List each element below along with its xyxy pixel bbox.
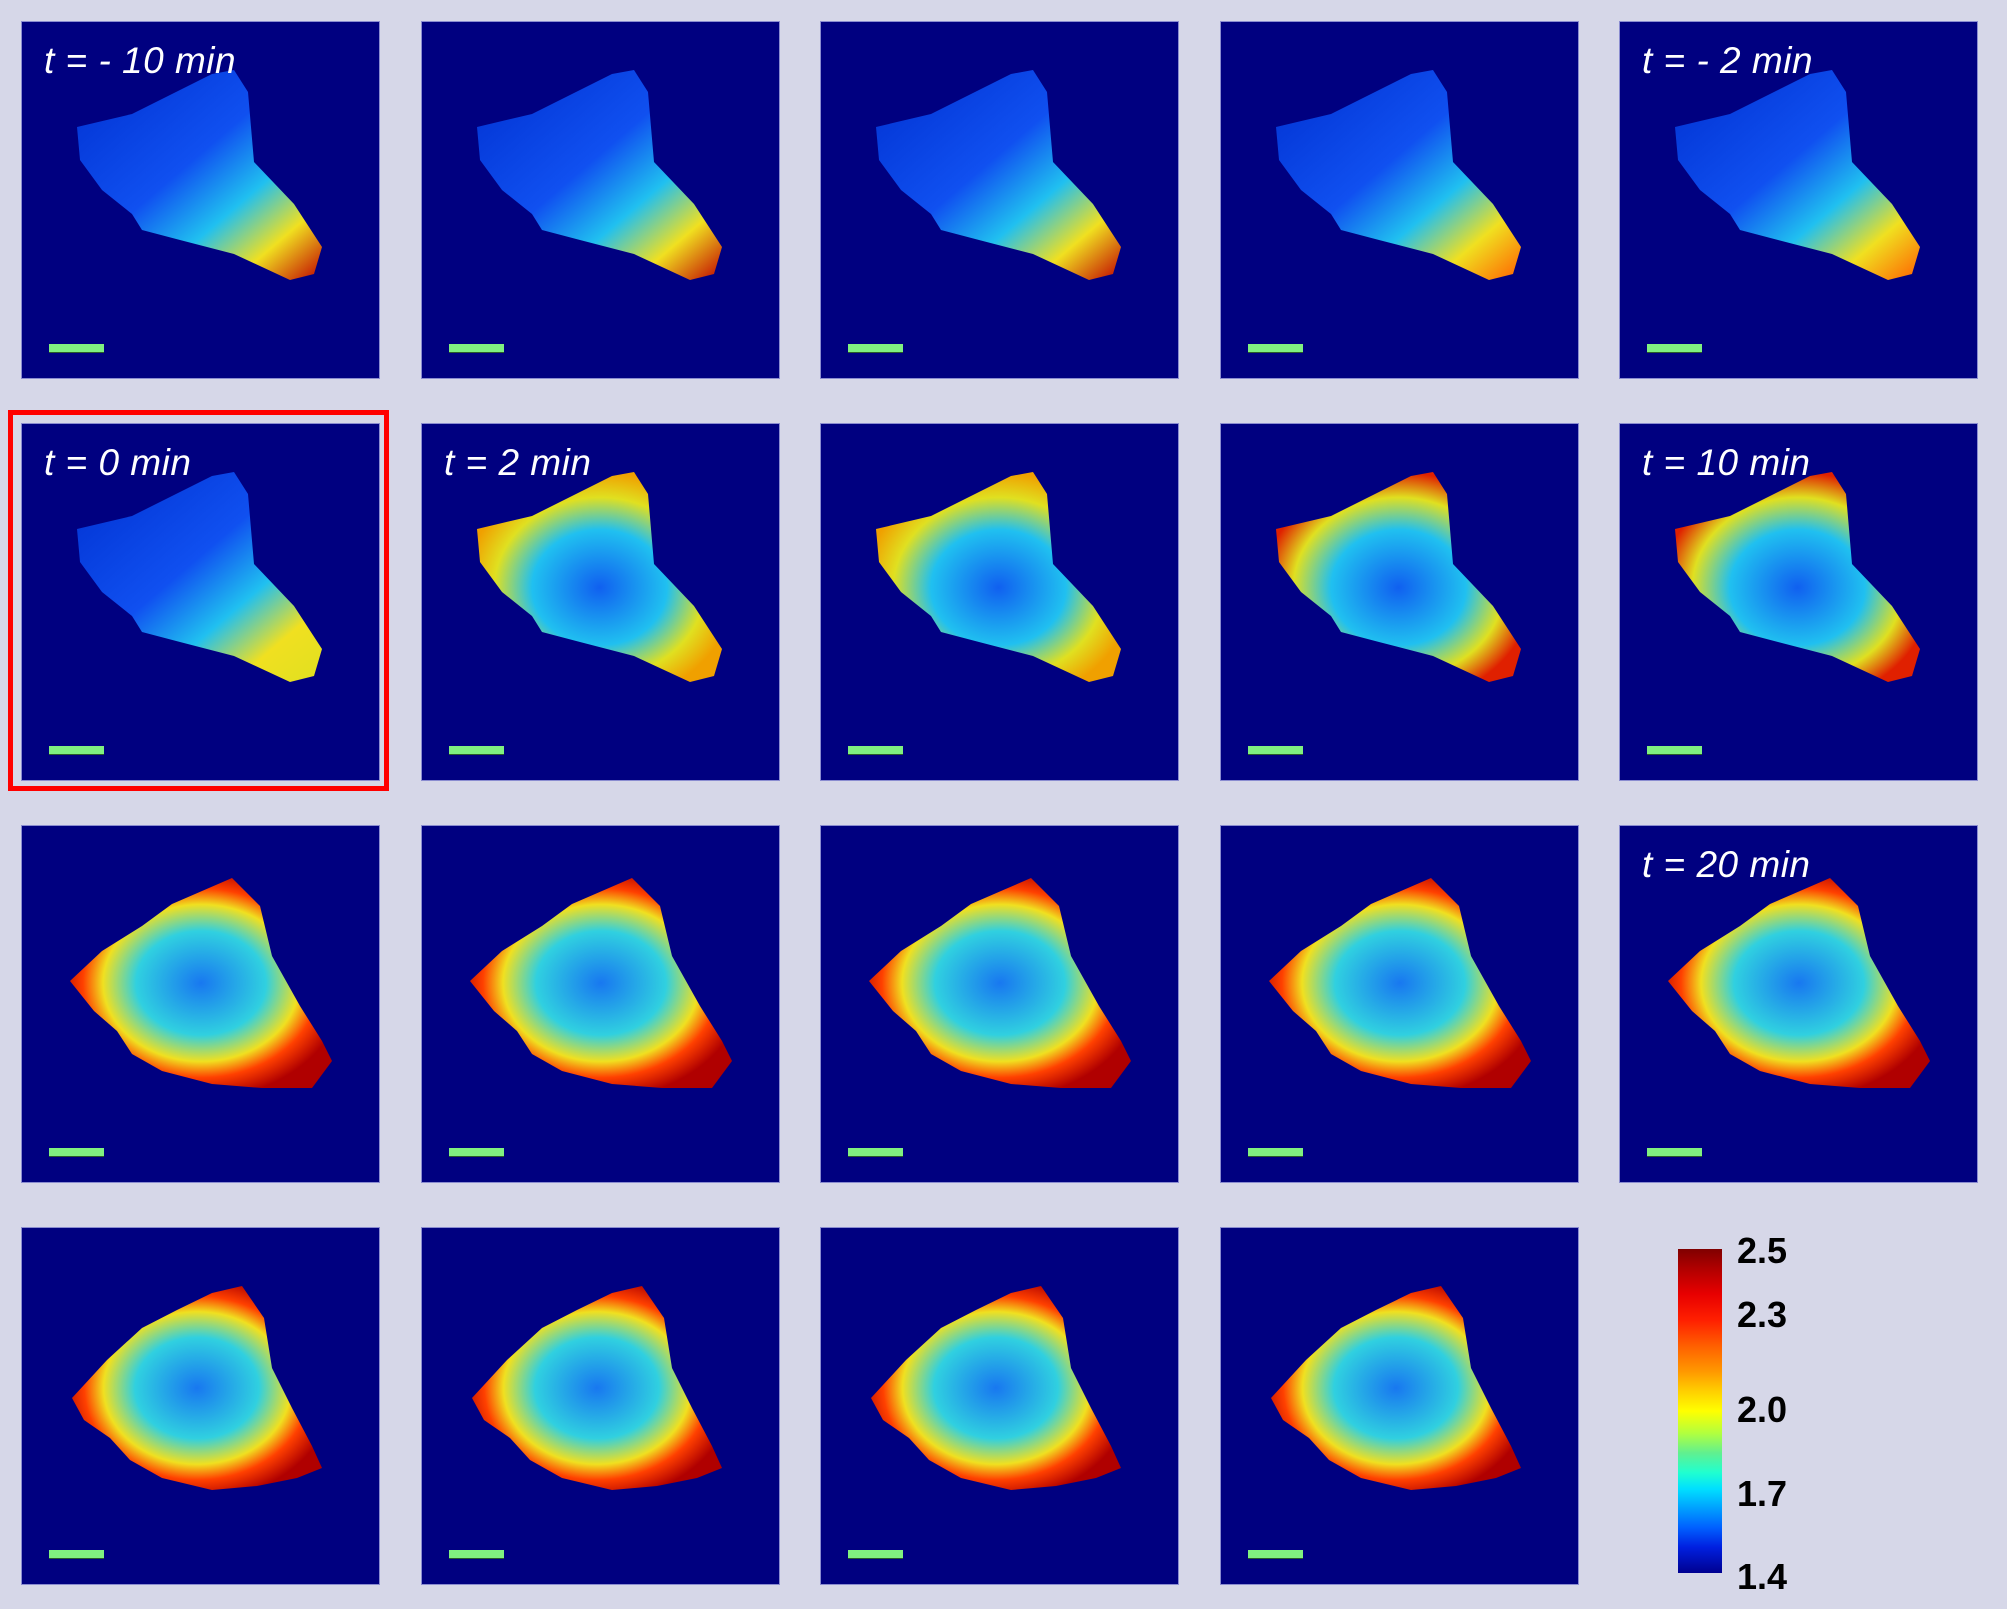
image-panel: t = - 2 min bbox=[1620, 22, 1977, 378]
image-panel bbox=[422, 1228, 779, 1584]
scale-bar bbox=[449, 1148, 504, 1156]
cell-ratio-image bbox=[72, 1286, 322, 1490]
cell-ratio-image bbox=[470, 878, 732, 1088]
image-panel bbox=[821, 22, 1178, 378]
scale-bar bbox=[49, 344, 104, 352]
time-label: t = 2 min bbox=[444, 442, 592, 483]
image-panel bbox=[1221, 826, 1578, 1182]
scale-bar bbox=[848, 1148, 903, 1156]
image-panel: t = 2 min bbox=[422, 424, 779, 780]
scale-bar bbox=[848, 746, 903, 754]
image-panel: t = - 10 min bbox=[22, 22, 379, 378]
image-panel bbox=[821, 424, 1178, 780]
time-label: t = 0 min bbox=[44, 442, 192, 483]
time-label: t = - 10 min bbox=[44, 40, 237, 81]
cell-ratio-image bbox=[869, 878, 1131, 1088]
scale-bar bbox=[1647, 1148, 1702, 1156]
cell-ratio-image bbox=[1276, 70, 1521, 280]
image-panel bbox=[22, 1228, 379, 1584]
scale-bar bbox=[1248, 1148, 1303, 1156]
cell-ratio-image bbox=[1269, 878, 1531, 1088]
cell-ratio-image bbox=[70, 878, 332, 1088]
time-label: t = - 2 min bbox=[1642, 40, 1814, 81]
time-label: t = 10 min bbox=[1642, 442, 1811, 483]
highlight-box-t0 bbox=[8, 410, 389, 791]
scale-bar bbox=[1647, 746, 1702, 754]
scale-bar bbox=[1248, 344, 1303, 352]
scale-bar bbox=[49, 1148, 104, 1156]
scale-bar bbox=[1248, 1550, 1303, 1558]
scale-bar bbox=[1647, 344, 1702, 352]
cell-ratio-image bbox=[871, 1286, 1121, 1490]
colorbar-tick: 2.0 bbox=[1737, 1389, 1788, 1430]
cell-ratio-image bbox=[876, 472, 1121, 682]
image-panel: t = 20 min bbox=[1620, 826, 1977, 1182]
image-panel: t = 0 min bbox=[22, 424, 379, 780]
image-panel bbox=[422, 826, 779, 1182]
cell-ratio-image bbox=[876, 70, 1121, 280]
cell-ratio-image bbox=[1276, 472, 1521, 682]
time-label: t = 20 min bbox=[1642, 844, 1811, 885]
colorbar-tick: 2.3 bbox=[1737, 1294, 1788, 1335]
colorbar bbox=[1678, 1249, 1722, 1573]
cell-ratio-image bbox=[1668, 878, 1930, 1088]
cell-ratio-image bbox=[77, 472, 322, 682]
image-panel bbox=[1221, 1228, 1578, 1584]
scale-bar bbox=[449, 746, 504, 754]
cell-ratio-image bbox=[477, 472, 722, 682]
image-panel bbox=[422, 22, 779, 378]
cell-ratio-image bbox=[1675, 70, 1920, 280]
colorbar-tick-min: 1.4 bbox=[1737, 1556, 1788, 1597]
image-panel bbox=[1221, 22, 1578, 378]
scale-bar bbox=[449, 344, 504, 352]
image-panel bbox=[821, 826, 1178, 1182]
scale-bar bbox=[449, 1550, 504, 1558]
cell-ratio-image bbox=[1675, 472, 1920, 682]
scale-bar bbox=[1248, 746, 1303, 754]
scale-bar bbox=[848, 344, 903, 352]
cell-ratio-image bbox=[477, 70, 722, 280]
scale-bar bbox=[49, 746, 104, 754]
cell-ratio-image bbox=[77, 70, 322, 280]
colorbar-tick-max: 2.5 bbox=[1737, 1230, 1788, 1271]
cell-ratio-image bbox=[472, 1286, 722, 1490]
colorbar-tick: 1.7 bbox=[1737, 1473, 1788, 1514]
scale-bar bbox=[49, 1550, 104, 1558]
image-panel bbox=[821, 1228, 1178, 1584]
scale-bar bbox=[848, 1550, 903, 1558]
image-panel bbox=[22, 826, 379, 1182]
image-panel: t = 10 min bbox=[1620, 424, 1977, 780]
image-panel bbox=[1221, 424, 1578, 780]
cell-ratio-image bbox=[1271, 1286, 1521, 1490]
